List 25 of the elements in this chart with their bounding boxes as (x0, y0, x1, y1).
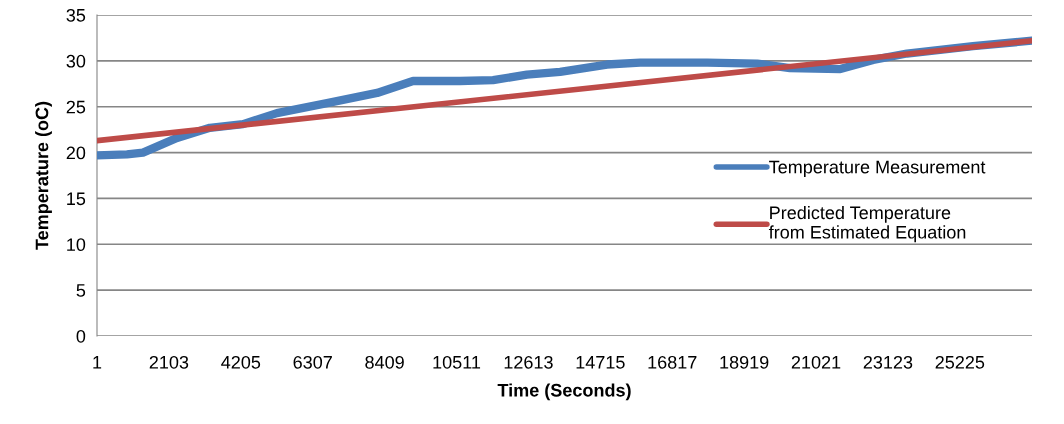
legend-label: Temperature Measurement (769, 160, 986, 178)
x-tick-label: 10511 (433, 355, 481, 369)
y-tick-label: 15 (67, 192, 86, 206)
x-axis-title: Time (Seconds) (497, 383, 631, 401)
y-tick-label: 35 (66, 8, 86, 22)
y-tick-label: 5 (76, 284, 86, 297)
y-tick-label: 25 (66, 100, 86, 114)
y-tick-label: 20 (66, 146, 86, 160)
x-tick-label: 23123 (863, 355, 913, 369)
y-axis-title: Temperature (oC) (35, 101, 52, 250)
x-tick-label: 2103 (149, 355, 189, 369)
y-tick-label: 30 (66, 54, 86, 68)
x-tick-label: 12613 (504, 355, 553, 369)
x-tick-label: 8409 (365, 355, 404, 369)
x-tick-label: 21021 (791, 355, 841, 369)
x-tick-label: 6307 (293, 355, 332, 369)
x-tick-label: 1 (93, 356, 102, 369)
x-tick-label: 18919 (720, 355, 769, 369)
x-tick-label: 14715 (576, 356, 625, 369)
x-tick-label: 25225 (935, 355, 985, 369)
legend-label: Predicted Temperature from Estimated Equation (768, 205, 966, 243)
x-tick-label: 4205 (221, 355, 261, 369)
x-tick-label: 16817 (648, 355, 697, 369)
y-tick-label: 10 (67, 238, 86, 252)
y-tick-label: 0 (76, 329, 86, 343)
